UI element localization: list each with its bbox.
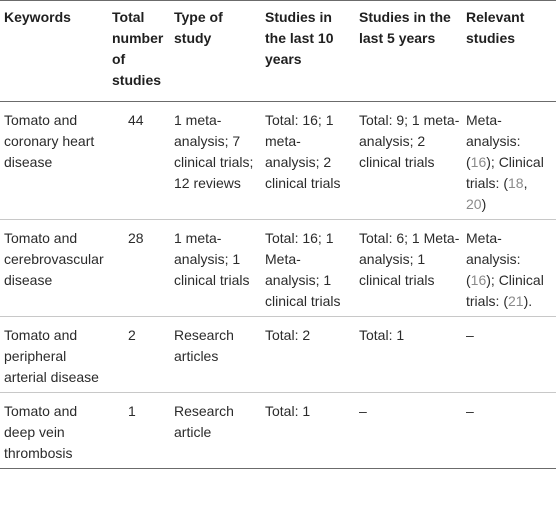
header-relevant-studies: Relevant studies [466, 9, 525, 46]
cell-relevant: Meta-analysis: (16); Clinical trials: (2… [466, 220, 556, 317]
header-total-studies: Total number of studies [112, 9, 164, 88]
relevant-meta-label: Meta-analysis: ( [466, 112, 521, 170]
cell-last-5: – [359, 403, 367, 419]
cell-type: Research articles [174, 327, 234, 364]
cell-total: 2 [128, 327, 136, 343]
cell-last-10: Total: 16; 1 meta-analysis; 2 clinical t… [265, 112, 341, 191]
reference-link[interactable]: 20 [466, 196, 482, 212]
cell-last-10: Total: 1 [265, 403, 311, 419]
cell-last-10: Total: 2 [265, 327, 311, 343]
header-type-of-study: Type of study [174, 9, 223, 46]
cell-last-10: Total: 16; 1 Meta-analysis; 1 clinical t… [265, 230, 341, 309]
reference-link[interactable]: 21 [508, 293, 524, 309]
table-row: Tomato and deep vein thrombosis 1 Resear… [0, 393, 556, 469]
relevant-close: ). [523, 293, 533, 309]
reference-link[interactable]: 18 [508, 175, 524, 191]
reference-link[interactable]: 16 [470, 154, 487, 170]
relevant-meta-label: Meta-analysis: ( [466, 230, 521, 288]
studies-table: Keywords Total number of studies Type of… [0, 0, 556, 469]
cell-keywords: Tomato and deep vein thrombosis [4, 403, 78, 461]
table-body: Tomato and coronary heart disease 44 1 m… [0, 102, 556, 469]
cell-relevant: Meta-analysis: (16); Clinical trials: (1… [466, 102, 556, 220]
cell-relevant: – [466, 327, 474, 343]
cell-keywords: Tomato and cerebrovascular disease [4, 230, 104, 288]
table-row: Tomato and peripheral arterial disease 2… [0, 317, 556, 393]
table-header: Keywords Total number of studies Type of… [0, 0, 556, 102]
header-last-10-years: Studies in the last 10 years [265, 9, 334, 67]
cell-keywords: Tomato and peripheral arterial disease [4, 327, 99, 385]
relevant-clinical-label: ); Clinical trials: ( [466, 272, 544, 309]
table-row: Tomato and cerebrovascular disease 28 1 … [0, 220, 556, 317]
cell-last-5: Total: 9; 1 meta-analysis; 2 clinical tr… [359, 112, 460, 170]
cell-type: 1 meta-analysis; 7 clinical trials; 12 r… [174, 112, 254, 191]
cell-last-5: Total: 6; 1 Meta-analysis; 1 clinical tr… [359, 230, 460, 288]
table-row: Tomato and coronary heart disease 44 1 m… [0, 102, 556, 220]
cell-total: 1 [128, 403, 136, 419]
reference-link[interactable]: 16 [470, 272, 487, 288]
cell-relevant: – [466, 403, 474, 419]
reference-separator: , [523, 175, 528, 191]
relevant-clinical-label: ); Clinical trials: ( [466, 154, 544, 191]
cell-type: Research article [174, 403, 234, 440]
cell-total: 28 [128, 230, 144, 246]
header-row: Keywords Total number of studies Type of… [0, 0, 556, 102]
header-last-5-years: Studies in the last 5 years [359, 9, 451, 46]
header-keywords: Keywords [4, 9, 71, 25]
cell-total: 44 [128, 112, 144, 128]
cell-keywords: Tomato and coronary heart disease [4, 112, 95, 170]
cell-type: 1 meta-analysis; 1 clinical trials [174, 230, 250, 288]
cell-last-5: Total: 1 [359, 327, 405, 343]
relevant-close: ) [481, 196, 487, 212]
